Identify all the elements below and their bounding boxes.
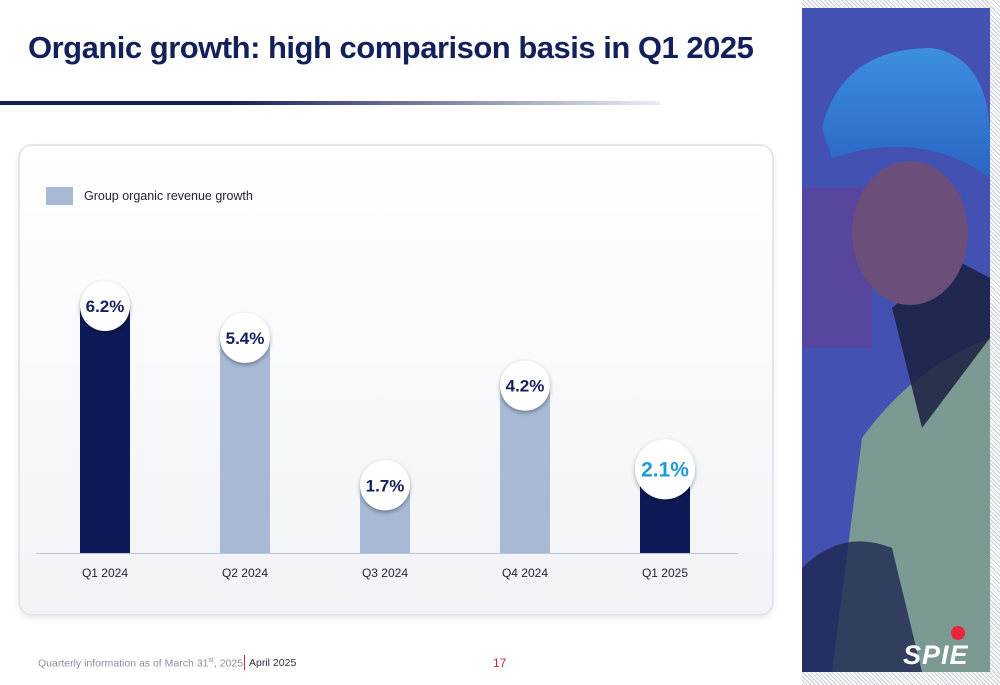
bar-chart: 6.2% Q1 2024 5.4% Q2 2024 1.7% Q3 2024 4.2% Q4 … [36,281,738,580]
x-tick-label: Q4 2024 [502,566,548,580]
value-bubble [635,439,695,500]
worker-photo [802,8,990,672]
spie-logo: SPIE [903,640,969,670]
worker-illustration [802,8,990,672]
footer-note: Quarterly information as of March 31st, … [38,657,243,670]
title-underline [0,101,660,105]
decorative-hatch-top [802,0,1000,8]
legend-label: Group organic revenue growth [84,189,253,203]
footer-note-prefix: Quarterly information as of March 31 [38,657,209,670]
decorative-hatch-right [990,0,1000,685]
data-label: 4.2% [506,377,545,396]
data-label: 6.2% [86,297,125,316]
footer-note-sup: st [208,657,214,664]
legend-swatch [46,187,73,205]
x-tick-label: Q2 2024 [222,566,268,580]
bar-q4-2024 [500,385,550,553]
value-bubble [220,312,270,363]
footer-date: April 2025 [249,657,297,669]
bar-q1-2024 [80,306,130,553]
x-tick-label: Q1 2025 [642,566,688,580]
x-tick-label: Q3 2024 [362,566,408,580]
spie-logo-mark-icon [951,626,965,640]
x-tick-label: Q1 2024 [82,566,128,580]
data-label: 1.7% [366,476,405,495]
footer-separator [244,655,245,670]
data-label: 5.4% [226,329,265,348]
value-bubble [360,460,410,511]
decorative-hatch-bottom [802,672,1000,685]
page-number: 17 [493,656,507,670]
page-title: Organic growth: high comparison basis in… [28,30,754,65]
footer-note-suffix: , 2025 [213,657,244,670]
value-bubble [80,281,130,331]
bar-q2-2024 [220,337,270,553]
data-label: 2.1% [641,458,689,481]
value-bubble [500,360,550,411]
